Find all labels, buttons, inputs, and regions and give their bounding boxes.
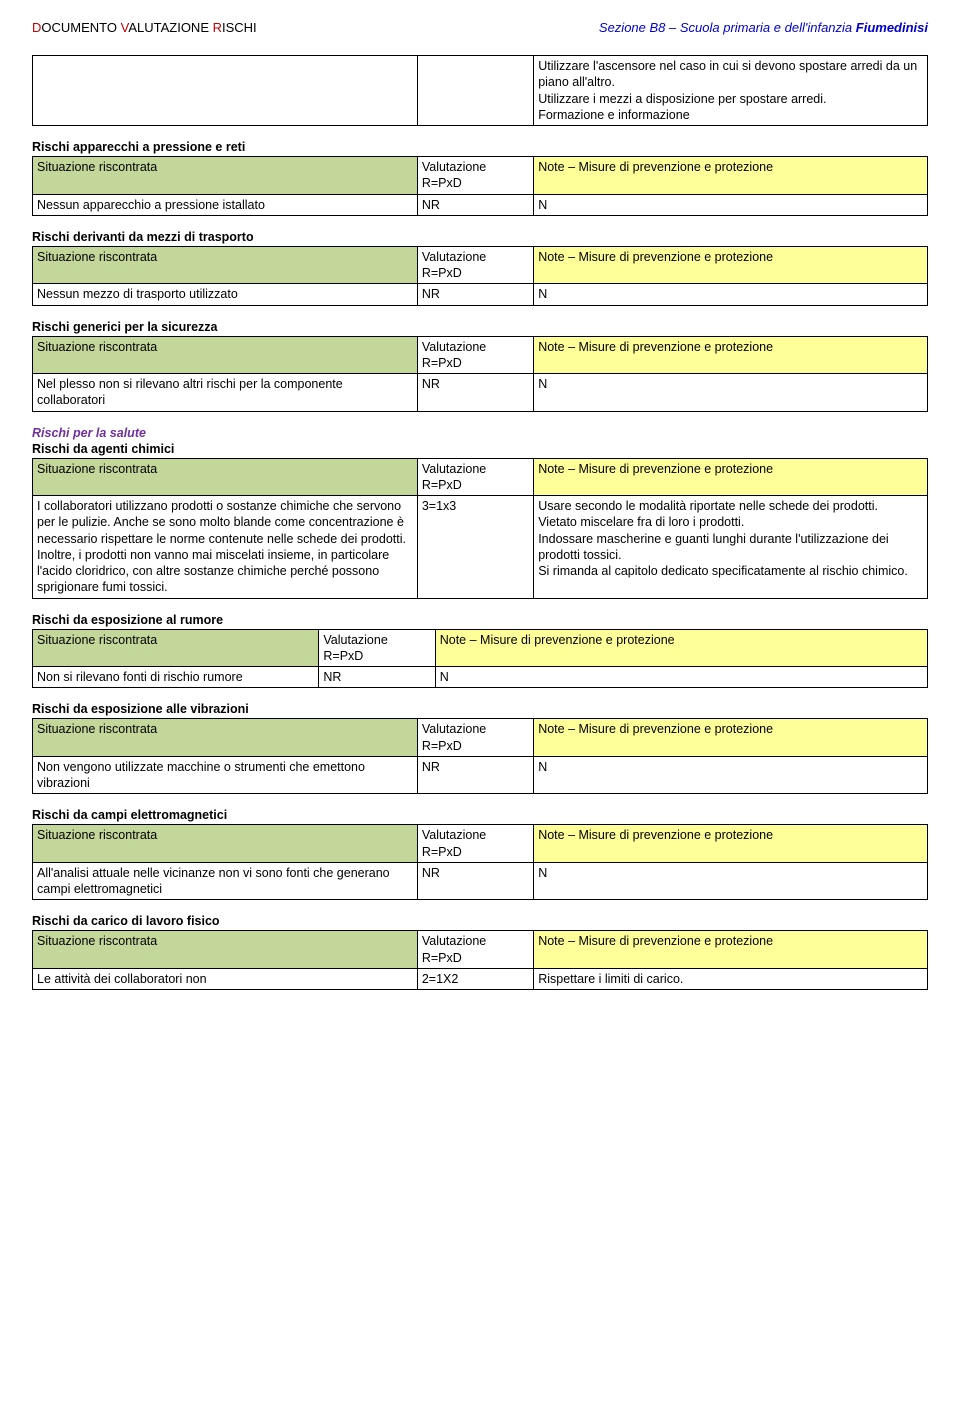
table-header-row: Situazione riscontrataValutazione R=PxDN… xyxy=(33,458,928,496)
risk-section: Rischi derivanti da mezzi di trasporto Si… xyxy=(32,230,928,306)
risk-table: Situazione riscontrataValutazione R=PxDN… xyxy=(32,458,928,599)
header-valutazione: Valutazione R=PxD xyxy=(417,458,533,496)
cell-situazione: All'analisi attuale nelle vicinanze non … xyxy=(33,862,418,900)
cell-valutazione: NR xyxy=(417,284,533,305)
risk-table: Situazione riscontrataValutazione R=PxDN… xyxy=(32,246,928,306)
document-header: DOCUMENTO VALUTAZIONE RISCHI Sezione B8 … xyxy=(32,20,928,35)
section-title: Rischi apparecchi a pressione e reti xyxy=(32,140,928,154)
risk-section: Rischi da carico di lavoro fisico Situazi… xyxy=(32,914,928,990)
cell-valutazione: NR xyxy=(319,667,435,688)
table-header-row: Situazione riscontrataValutazione R=PxDN… xyxy=(33,629,928,667)
header-situazione: Situazione riscontrata xyxy=(33,246,418,284)
top-note-table: Utilizzare l'ascensore nel caso in cui s… xyxy=(32,55,928,126)
table-row: Nel plesso non si rilevano altri rischi … xyxy=(33,374,928,412)
cell-situazione: Nel plesso non si rilevano altri rischi … xyxy=(33,374,418,412)
header-note: Note – Misure di prevenzione e protezion… xyxy=(534,931,928,969)
table-header-row: Situazione riscontrataValutazione R=PxDN… xyxy=(33,246,928,284)
table-header-row: Situazione riscontrataValutazione R=PxDN… xyxy=(33,719,928,757)
header-situazione: Situazione riscontrata xyxy=(33,825,418,863)
cell-situazione: Nessun apparecchio a pressione istallato xyxy=(33,194,418,215)
header-valutazione: Valutazione R=PxD xyxy=(417,719,533,757)
doc-header-left: DOCUMENTO VALUTAZIONE RISCHI xyxy=(32,20,257,35)
header-note: Note – Misure di prevenzione e protezion… xyxy=(534,458,928,496)
cell-note: N xyxy=(534,374,928,412)
empty-cell xyxy=(417,56,533,126)
cell-situazione: I collaboratori utilizzano prodotti o so… xyxy=(33,496,418,599)
table-header-row: Situazione riscontrataValutazione R=PxDN… xyxy=(33,336,928,374)
risk-table: Situazione riscontrataValutazione R=PxDN… xyxy=(32,718,928,794)
doc-header-right: Sezione B8 – Scuola primaria e dell'infa… xyxy=(599,20,928,35)
cell-valutazione: NR xyxy=(417,756,533,794)
header-valutazione: Valutazione R=PxD xyxy=(417,825,533,863)
risk-table: Situazione riscontrataValutazione R=PxDN… xyxy=(32,930,928,990)
header-note: Note – Misure di prevenzione e protezion… xyxy=(435,629,927,667)
table-row: Le attività dei collaboratori non2=1X2Ri… xyxy=(33,968,928,989)
risk-section: Rischi da esposizione al rumore Situazion… xyxy=(32,613,928,689)
cell-note: Rispettare i limiti di carico. xyxy=(534,968,928,989)
table-row: Utilizzare l'ascensore nel caso in cui s… xyxy=(33,56,928,126)
header-situazione: Situazione riscontrata xyxy=(33,931,418,969)
header-situazione: Situazione riscontrata xyxy=(33,629,319,667)
header-valutazione: Valutazione R=PxD xyxy=(417,246,533,284)
cell-situazione: Nessun mezzo di trasporto utilizzato xyxy=(33,284,418,305)
cell-situazione: Non vengono utilizzate macchine o strume… xyxy=(33,756,418,794)
cell-situazione: Le attività dei collaboratori non xyxy=(33,968,418,989)
risk-table: Situazione riscontrataValutazione R=PxDN… xyxy=(32,156,928,216)
section-pre-title: Rischi per la salute xyxy=(32,426,928,440)
table-header-row: Situazione riscontrataValutazione R=PxDN… xyxy=(33,931,928,969)
risk-table: Situazione riscontrataValutazione R=PxDN… xyxy=(32,629,928,689)
risk-table: Situazione riscontrataValutazione R=PxDN… xyxy=(32,824,928,900)
table-header-row: Situazione riscontrataValutazione R=PxDN… xyxy=(33,157,928,195)
cell-valutazione: NR xyxy=(417,374,533,412)
table-row: Nessun mezzo di trasporto utilizzatoNRN xyxy=(33,284,928,305)
header-note: Note – Misure di prevenzione e protezion… xyxy=(534,157,928,195)
risk-table: Situazione riscontrataValutazione R=PxDN… xyxy=(32,336,928,412)
cell-valutazione: NR xyxy=(417,194,533,215)
cell-note: N xyxy=(534,862,928,900)
header-valutazione: Valutazione R=PxD xyxy=(417,336,533,374)
table-row: Non vengono utilizzate macchine o strume… xyxy=(33,756,928,794)
cell-valutazione: 3=1x3 xyxy=(417,496,533,599)
table-row: Nessun apparecchio a pressione istallato… xyxy=(33,194,928,215)
cell-situazione: Non si rilevano fonti di rischio rumore xyxy=(33,667,319,688)
section-title: Rischi da agenti chimici xyxy=(32,442,928,456)
risk-section: Rischi apparecchi a pressione e reti Situ… xyxy=(32,140,928,216)
header-note: Note – Misure di prevenzione e protezion… xyxy=(534,246,928,284)
table-row: Non si rilevano fonti di rischio rumoreN… xyxy=(33,667,928,688)
header-note: Note – Misure di prevenzione e protezion… xyxy=(534,719,928,757)
cell-note: Usare secondo le modalità riportate nell… xyxy=(534,496,928,599)
section-title: Rischi generici per la sicurezza xyxy=(32,320,928,334)
cell-note: N xyxy=(435,667,927,688)
risk-section: Rischi da agenti chimici Situazione risco… xyxy=(32,442,928,599)
section-title: Rischi da campi elettromagnetici xyxy=(32,808,928,822)
header-situazione: Situazione riscontrata xyxy=(33,336,418,374)
cell-valutazione: 2=1X2 xyxy=(417,968,533,989)
header-valutazione: Valutazione R=PxD xyxy=(319,629,435,667)
header-valutazione: Valutazione R=PxD xyxy=(417,157,533,195)
cell-valutazione: NR xyxy=(417,862,533,900)
section-title: Rischi da esposizione al rumore xyxy=(32,613,928,627)
section-title: Rischi da carico di lavoro fisico xyxy=(32,914,928,928)
cell-note: N xyxy=(534,284,928,305)
header-situazione: Situazione riscontrata xyxy=(33,719,418,757)
header-situazione: Situazione riscontrata xyxy=(33,157,418,195)
header-note: Note – Misure di prevenzione e protezion… xyxy=(534,825,928,863)
top-note-cell: Utilizzare l'ascensore nel caso in cui s… xyxy=(534,56,928,126)
risk-section: Rischi da esposizione alle vibrazioni Sit… xyxy=(32,702,928,794)
header-situazione: Situazione riscontrata xyxy=(33,458,418,496)
table-row: All'analisi attuale nelle vicinanze non … xyxy=(33,862,928,900)
top-note-section: Utilizzare l'ascensore nel caso in cui s… xyxy=(32,55,928,126)
header-note: Note – Misure di prevenzione e protezion… xyxy=(534,336,928,374)
cell-note: N xyxy=(534,756,928,794)
risk-section: Rischi da campi elettromagnetici Situazio… xyxy=(32,808,928,900)
header-valutazione: Valutazione R=PxD xyxy=(417,931,533,969)
risk-section: Rischi generici per la sicurezza Situazio… xyxy=(32,320,928,412)
table-header-row: Situazione riscontrataValutazione R=PxDN… xyxy=(33,825,928,863)
section-title: Rischi derivanti da mezzi di trasporto xyxy=(32,230,928,244)
table-row: I collaboratori utilizzano prodotti o so… xyxy=(33,496,928,599)
cell-note: N xyxy=(534,194,928,215)
section-title: Rischi da esposizione alle vibrazioni xyxy=(32,702,928,716)
empty-cell xyxy=(33,56,418,126)
